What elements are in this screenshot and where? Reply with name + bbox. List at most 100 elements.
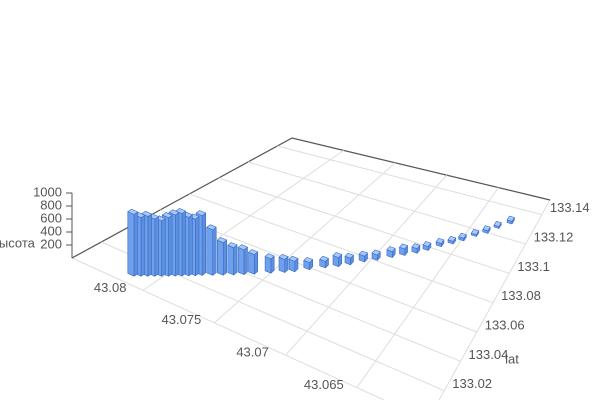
bar bbox=[482, 225, 491, 234]
bar-face bbox=[422, 241, 432, 247]
bar-face bbox=[212, 226, 217, 276]
bar-face bbox=[206, 224, 217, 231]
bar-face bbox=[435, 238, 445, 244]
grid-line bbox=[356, 187, 499, 388]
bar-face bbox=[201, 212, 206, 276]
bar-face bbox=[358, 250, 368, 257]
z-tick-label: 1000 bbox=[33, 184, 62, 199]
bar-face bbox=[195, 210, 206, 216]
y-tick-label: 133.02 bbox=[452, 376, 492, 391]
bar-face bbox=[162, 212, 173, 218]
z-tick-label: 200 bbox=[40, 236, 62, 251]
bar-face bbox=[161, 218, 166, 277]
bar-face bbox=[332, 252, 343, 258]
bar bbox=[344, 252, 354, 266]
bar-face bbox=[248, 249, 259, 255]
bar bbox=[458, 232, 467, 242]
z-tick-label: 800 bbox=[40, 197, 62, 212]
bar bbox=[278, 254, 289, 273]
bar-face bbox=[175, 208, 186, 214]
bar-face bbox=[482, 225, 491, 232]
bar-face bbox=[493, 221, 502, 227]
bar-face bbox=[133, 211, 139, 277]
x-tick-label: 43.075 bbox=[162, 312, 202, 327]
bar bbox=[411, 243, 421, 254]
grid-line bbox=[277, 145, 542, 216]
y-tick-label: 133.12 bbox=[534, 229, 574, 244]
bar bbox=[358, 250, 368, 263]
bar-face bbox=[227, 244, 234, 276]
y-axis-label: lat bbox=[505, 351, 519, 366]
bar-face bbox=[458, 232, 467, 239]
bar-face bbox=[227, 242, 238, 248]
bar bbox=[217, 237, 227, 276]
bar-face bbox=[141, 211, 152, 217]
bar-face bbox=[127, 208, 139, 215]
bar bbox=[447, 236, 457, 245]
bar bbox=[248, 249, 259, 275]
bar-face bbox=[233, 244, 238, 276]
grid-line bbox=[189, 193, 494, 304]
bar bbox=[303, 257, 314, 271]
grid-line bbox=[247, 161, 526, 245]
bar-face bbox=[319, 255, 329, 262]
bar-face bbox=[399, 243, 408, 250]
bar bbox=[470, 229, 480, 237]
z-axis-label: высота bbox=[0, 235, 36, 250]
bar-face bbox=[243, 246, 248, 275]
bar-face bbox=[344, 252, 354, 259]
bar bbox=[422, 241, 432, 251]
bar bbox=[506, 215, 515, 225]
y-tick-label: 133.06 bbox=[485, 317, 525, 332]
bar bbox=[332, 252, 343, 268]
bar-face bbox=[168, 209, 180, 216]
bar-face bbox=[303, 257, 314, 263]
bar-face bbox=[175, 212, 180, 277]
bar-face bbox=[195, 216, 200, 277]
grid-line bbox=[285, 174, 448, 356]
bar-face bbox=[188, 214, 193, 277]
bar-face bbox=[217, 237, 227, 243]
bar-face bbox=[237, 247, 245, 275]
bar-face bbox=[154, 216, 159, 277]
bar-face bbox=[288, 255, 299, 262]
bar bbox=[386, 246, 396, 258]
bar-face bbox=[181, 210, 186, 277]
bar-face bbox=[447, 236, 457, 242]
bar-face bbox=[254, 251, 259, 275]
x-tick-label: 43.07 bbox=[236, 345, 269, 360]
bar-face bbox=[278, 256, 286, 273]
bar-face bbox=[264, 253, 275, 260]
bar bbox=[319, 255, 329, 269]
bar-face bbox=[264, 256, 272, 274]
bar bbox=[288, 255, 299, 273]
x-tick-label: 43.065 bbox=[304, 377, 344, 392]
bar-face bbox=[140, 215, 146, 277]
bar-face bbox=[470, 229, 480, 235]
bar-face bbox=[127, 211, 135, 277]
y-tick-label: 133.14 bbox=[550, 200, 590, 215]
bar-face bbox=[237, 244, 248, 251]
bar-face bbox=[386, 246, 396, 252]
bar-face bbox=[217, 239, 224, 276]
bar-face bbox=[506, 215, 515, 222]
y-tick-label: 133.1 bbox=[517, 259, 550, 274]
bar-face bbox=[168, 214, 173, 277]
bar bbox=[435, 238, 445, 247]
y-tick-label: 133.04 bbox=[469, 347, 509, 362]
bar bbox=[155, 215, 166, 277]
grid-line bbox=[218, 177, 510, 274]
bar-face bbox=[206, 227, 214, 276]
bar-face bbox=[411, 243, 421, 249]
grid-line bbox=[214, 162, 396, 324]
bar bbox=[493, 221, 502, 229]
z-tick-label: 600 bbox=[40, 210, 62, 225]
bar bbox=[399, 243, 408, 256]
bar bbox=[264, 253, 275, 274]
bar bbox=[237, 244, 248, 275]
bar bbox=[206, 224, 217, 276]
bar bbox=[227, 242, 238, 276]
bar-face bbox=[147, 213, 152, 277]
x-tick-label: 43.08 bbox=[94, 280, 127, 295]
bar bbox=[127, 208, 139, 277]
